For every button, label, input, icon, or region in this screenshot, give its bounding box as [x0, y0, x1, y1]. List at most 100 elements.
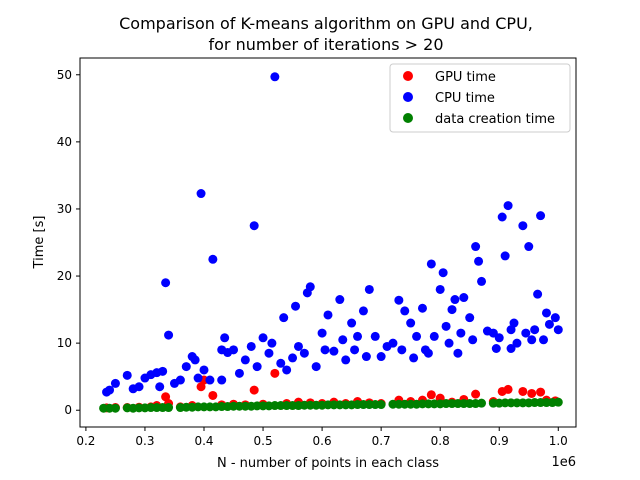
- point-cpu: [347, 318, 357, 328]
- point-cpu: [417, 303, 427, 313]
- point-cpu: [550, 313, 560, 323]
- point-cpu: [477, 276, 487, 286]
- point-cpu: [497, 212, 507, 222]
- point-cpu: [412, 331, 422, 341]
- point-cpu: [282, 365, 292, 375]
- point-cpu: [494, 333, 504, 343]
- point-cpu: [181, 362, 191, 372]
- point-cpu: [544, 319, 554, 329]
- point-cpu: [361, 352, 371, 362]
- legend: GPU time CPU time data creation time: [389, 63, 571, 133]
- x-tick-label: 0.8: [431, 434, 450, 448]
- point-cpu: [276, 358, 286, 368]
- legend-label-data-creation: data creation time: [435, 112, 555, 127]
- point-cpu: [482, 326, 492, 336]
- point-gpu: [527, 388, 537, 398]
- point-cpu: [456, 328, 466, 338]
- point-cpu: [370, 331, 380, 341]
- point-cpu: [240, 355, 250, 365]
- legend-marker-data-creation: [403, 113, 413, 123]
- legend-box: [389, 63, 571, 133]
- point-cpu: [246, 341, 256, 351]
- point-cpu: [400, 306, 410, 316]
- point-cpu: [320, 345, 330, 355]
- y-tick-label: 0: [64, 403, 72, 417]
- point-cpu: [530, 325, 540, 335]
- point-cpu: [426, 259, 436, 269]
- x-tick-label: 0.2: [76, 434, 95, 448]
- point-cpu: [471, 242, 481, 252]
- y-tick-label: 50: [57, 68, 72, 82]
- point-cpu: [249, 221, 259, 231]
- point-cpu: [453, 348, 463, 358]
- legend-marker-gpu: [403, 71, 413, 81]
- point-cpu: [258, 333, 268, 343]
- point-cpu: [536, 211, 546, 221]
- x-axis-offset-label: 1e6: [551, 455, 576, 470]
- point-cpu: [311, 362, 321, 372]
- point-cpu: [503, 201, 513, 211]
- point-cpu: [521, 328, 531, 338]
- x-axis-ticks: 0.2 0.3 0.4 0.5 0.6 0.7 0.8 0.9 1.0: [76, 427, 568, 448]
- point-cpu: [468, 335, 478, 345]
- x-tick-label: 0.9: [490, 434, 509, 448]
- point-cpu: [435, 284, 445, 294]
- y-tick-label: 20: [57, 269, 72, 283]
- point-cpu: [264, 348, 274, 358]
- point-gpu: [471, 389, 481, 399]
- point-cpu: [397, 345, 407, 355]
- point-cpu: [205, 375, 215, 385]
- point-cpu: [161, 278, 171, 288]
- y-axis-ticks: 0 10 20 30 40 50: [57, 68, 80, 417]
- point-cpu: [134, 382, 144, 392]
- point-cpu: [329, 346, 339, 356]
- point-cpu: [444, 338, 454, 348]
- point-cpu: [175, 375, 185, 385]
- point-cpu: [500, 251, 510, 261]
- point-cpu: [376, 352, 386, 362]
- point-cpu: [234, 368, 244, 378]
- point-cpu: [110, 378, 120, 388]
- point-cpu: [518, 221, 528, 231]
- point-cpu: [155, 382, 165, 392]
- point-cpu: [512, 338, 522, 348]
- point-cpu: [317, 328, 327, 338]
- point-cpu: [509, 318, 519, 328]
- point-cpu: [553, 325, 563, 335]
- point-cpu: [229, 345, 239, 355]
- point-gpu: [196, 382, 206, 392]
- point-cpu: [164, 330, 174, 340]
- point-cpu: [447, 305, 457, 315]
- point-gpu: [426, 390, 436, 400]
- point-cpu: [358, 306, 368, 316]
- point-cpu: [193, 373, 203, 383]
- point-cpu: [335, 295, 345, 305]
- point-cpu: [196, 189, 206, 199]
- point-gpu: [208, 390, 218, 400]
- point-cpu: [217, 375, 227, 385]
- point-cpu: [299, 348, 309, 358]
- point-gpu: [249, 385, 259, 395]
- point-cpu: [474, 256, 484, 266]
- point-cpu: [459, 293, 469, 303]
- point-cpu: [438, 268, 448, 278]
- point-cpu: [506, 325, 516, 335]
- point-cpu: [190, 355, 200, 365]
- point-cpu: [252, 362, 262, 372]
- point-cpu: [288, 353, 298, 363]
- legend-label-cpu: CPU time: [435, 91, 495, 106]
- point-cpu: [338, 335, 348, 345]
- point-gpu: [161, 392, 171, 402]
- chart-title: Comparison of K-means algorithm on GPU a…: [119, 14, 533, 33]
- point-cpu: [406, 318, 416, 328]
- point-cpu: [199, 365, 209, 375]
- point-cpu: [441, 321, 451, 331]
- x-tick-label: 0.3: [135, 434, 154, 448]
- point-cpu: [217, 345, 227, 355]
- point-cpu: [279, 313, 289, 323]
- x-tick-label: 0.5: [254, 434, 273, 448]
- point-cpu: [524, 242, 534, 252]
- y-tick-label: 40: [57, 135, 72, 149]
- point-cpu: [105, 385, 115, 395]
- point-cpu: [388, 338, 398, 348]
